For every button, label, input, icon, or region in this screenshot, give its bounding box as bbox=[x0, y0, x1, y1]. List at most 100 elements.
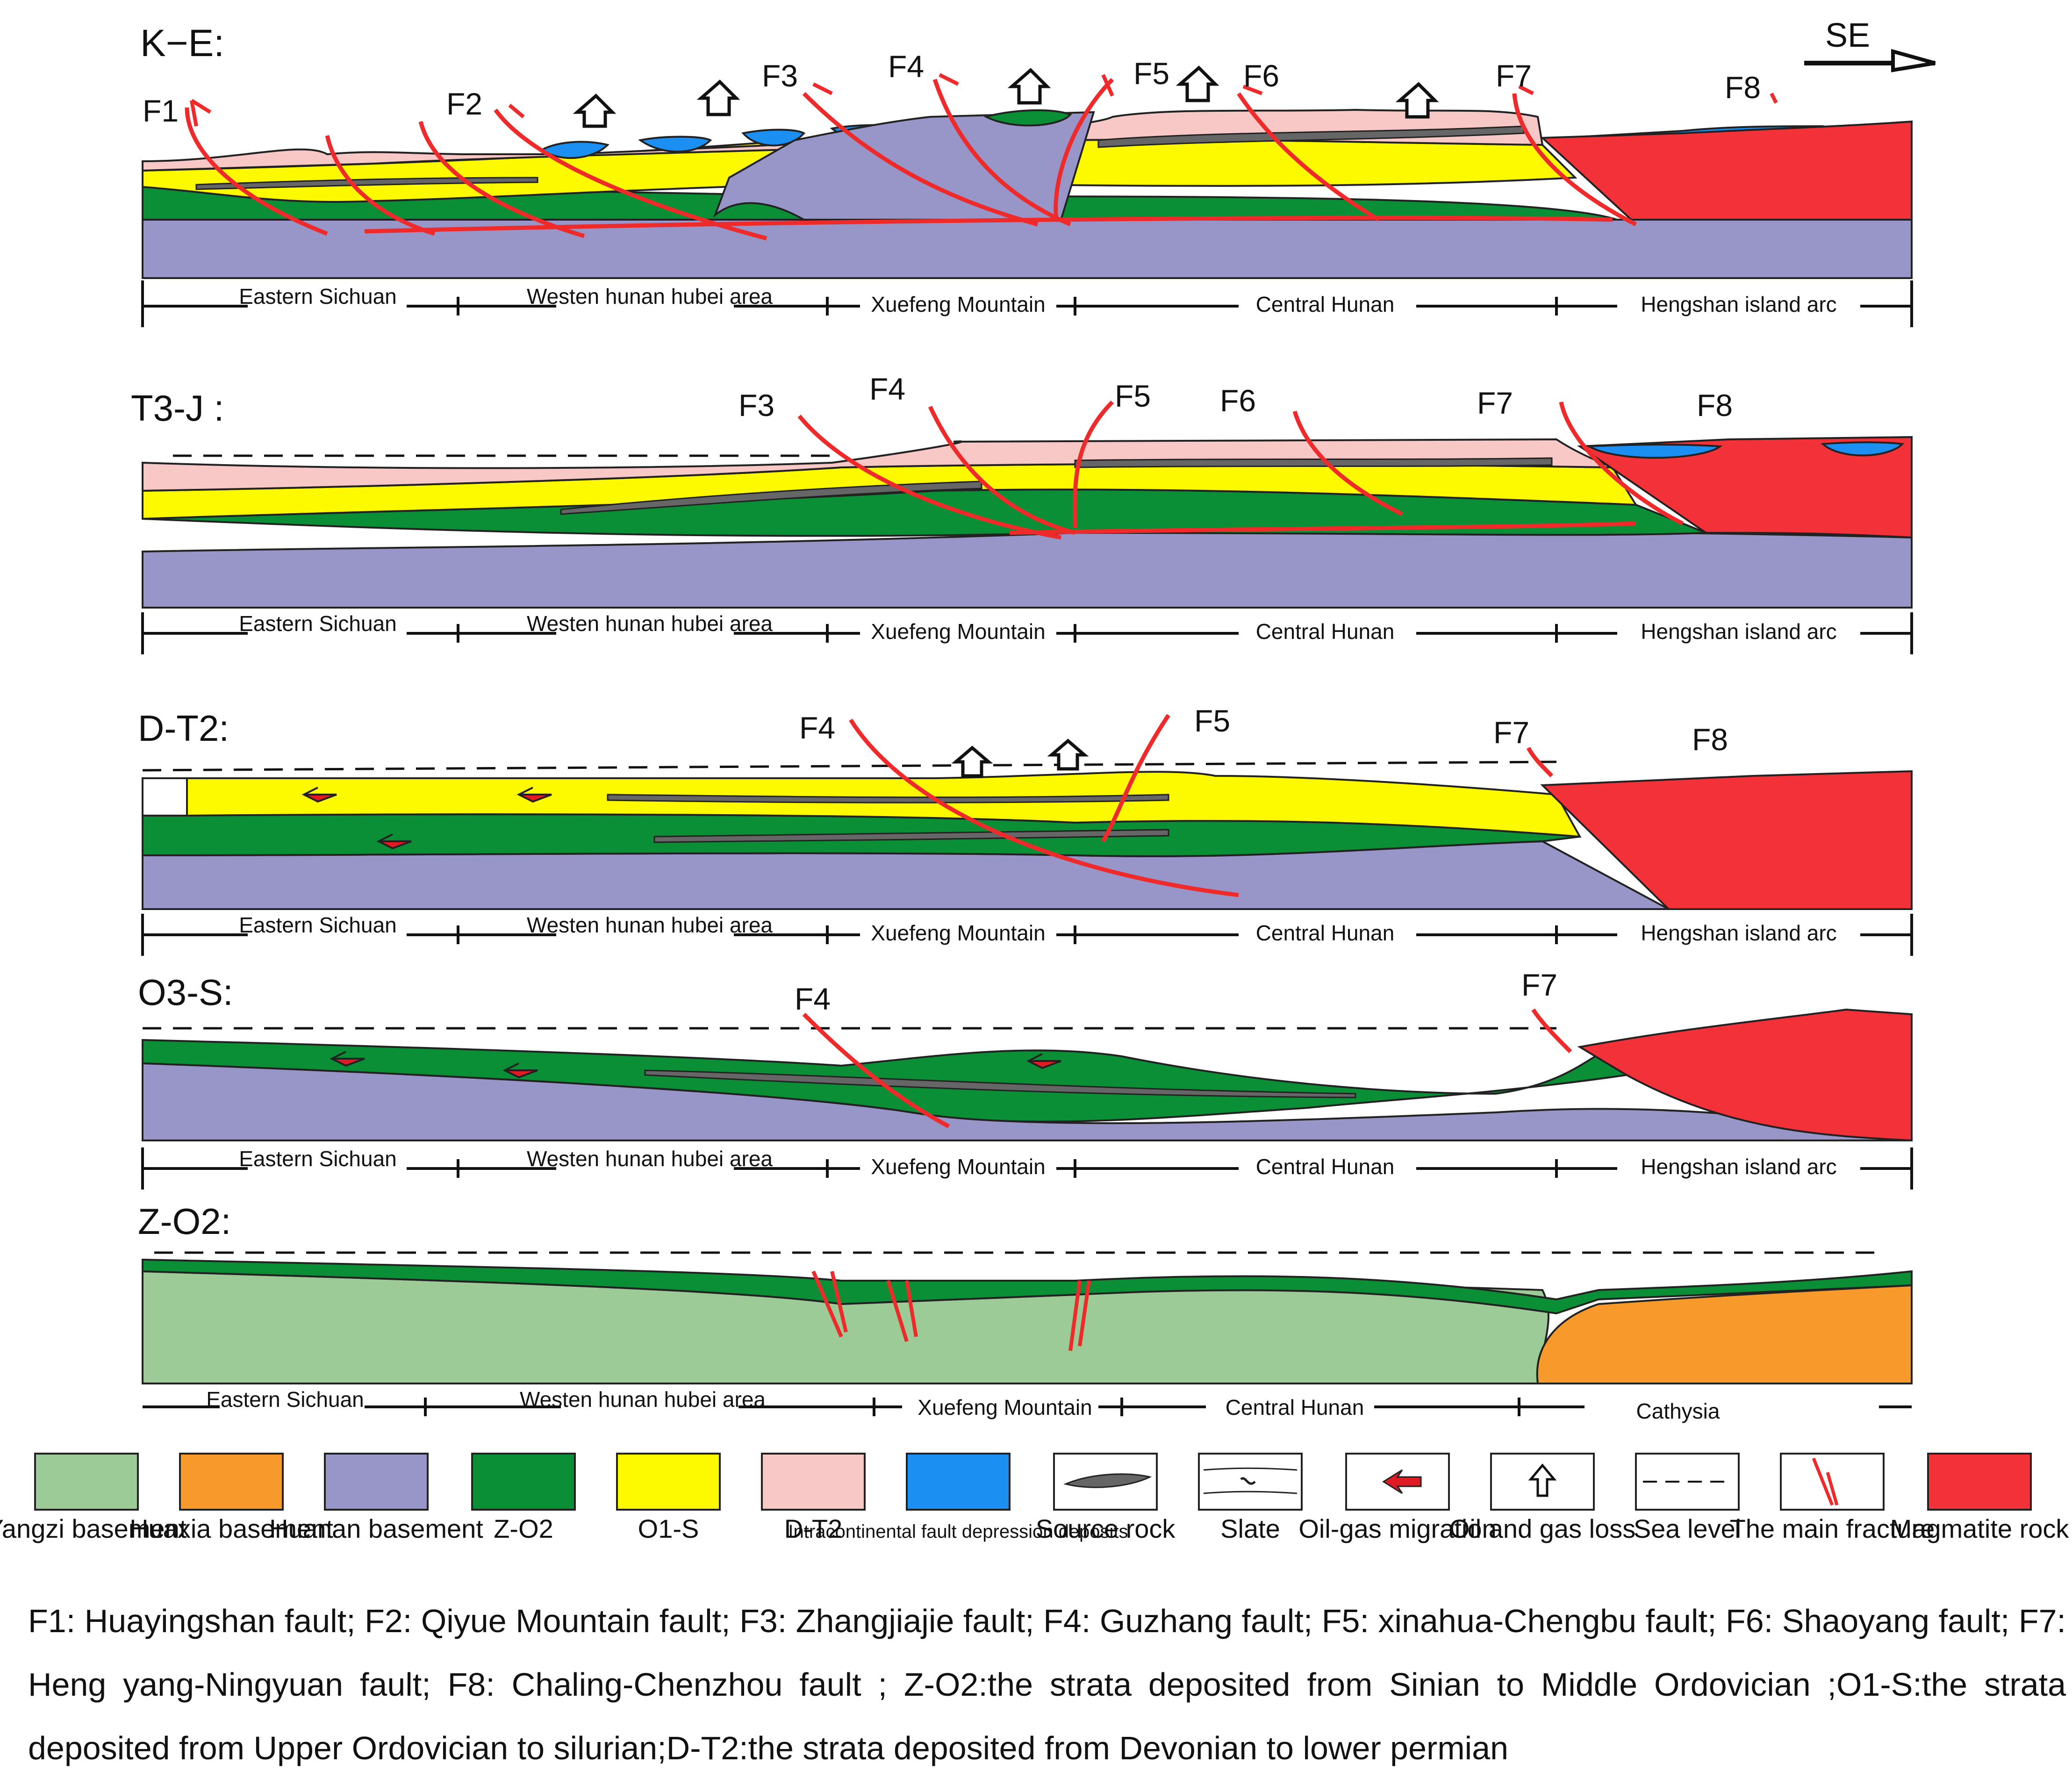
legend-label-yangzi: Yangzi basement bbox=[0, 1514, 187, 1543]
direction-arrow: SE bbox=[1804, 17, 1936, 72]
region-hengshan: Hengshan island arc bbox=[1641, 292, 1836, 316]
faults-ke bbox=[185, 78, 1637, 241]
legend-swatch-intra bbox=[906, 1453, 1011, 1511]
panel-o3s: O3-S: F4 F7 bbox=[138, 968, 1913, 1199]
region-westen-hunan: Westen hunan hubei area bbox=[527, 913, 773, 937]
region-xuefeng: Xuefeng Mountain bbox=[871, 1154, 1045, 1179]
region-scale-ke: Eastern Sichuan Westen hunan hubei area … bbox=[141, 280, 1913, 337]
faults-t3j bbox=[797, 400, 1684, 540]
caption-f3-text: : Zhangjiajie fault; bbox=[777, 1603, 1034, 1639]
fault-label-f4: F4 bbox=[888, 49, 924, 84]
magmatite-rock bbox=[1577, 436, 1913, 539]
fault-label-f3: F3 bbox=[738, 388, 774, 423]
legend-label-magma: Magmatite rock bbox=[1890, 1514, 2070, 1543]
region-hengshan: Hengshan island arc bbox=[1641, 1154, 1836, 1179]
legend-label-source: Source rock bbox=[1036, 1514, 1176, 1543]
legend-label-dt2: D-T2 bbox=[784, 1514, 842, 1543]
caption-f2-text: : Qiyue Mountain fault; bbox=[402, 1603, 731, 1639]
legend-label-slate: Slate bbox=[1220, 1514, 1280, 1543]
caption-f6-text: : Shaoyang fault; bbox=[1764, 1603, 2010, 1639]
region-scale-t3j: Eastern Sichuan Westen hunan hubei area … bbox=[141, 611, 1913, 664]
fault-label-f1: F1 bbox=[143, 93, 179, 128]
region-scale-zo2: Eastern Sichuan Westen hunan hubei area … bbox=[143, 1387, 1912, 1442]
fault-labels-ke: F1 F2 F3 F4 F5 F6 F7 F8 bbox=[143, 49, 1761, 128]
oil-gas-migration-o3s bbox=[330, 1051, 1061, 1079]
o1s-layer bbox=[186, 771, 1582, 838]
fault-label-f8: F8 bbox=[1692, 722, 1728, 757]
caption-f7-abbr: F7 bbox=[2018, 1603, 2057, 1639]
region-xuefeng: Xuefeng Mountain bbox=[918, 1395, 1092, 1419]
region-xuefeng: Xuefeng Mountain bbox=[871, 292, 1045, 316]
caption-f5-text: : xinahua-Chengbu fault; bbox=[1360, 1603, 1717, 1639]
fault-label-f5: F5 bbox=[1194, 703, 1230, 738]
region-central-hunan: Central Hunan bbox=[1226, 1395, 1364, 1419]
region-central-hunan: Central Hunan bbox=[1256, 1154, 1395, 1179]
legend-swatch-huanan bbox=[324, 1453, 429, 1511]
legend-label-fracture: The main fracture bbox=[1730, 1514, 1935, 1543]
caption-f6-abbr: F6 bbox=[1726, 1603, 1764, 1639]
region-cathysia: Cathysia bbox=[1636, 1399, 1720, 1423]
faults-o3s bbox=[802, 1008, 1572, 1128]
region-westen-hunan: Westen hunan hubei area bbox=[520, 1387, 766, 1412]
legend-swatch-huaxia bbox=[179, 1453, 284, 1511]
caption-f4-abbr: F4 bbox=[1043, 1603, 1082, 1639]
region-central-hunan: Central Hunan bbox=[1256, 921, 1395, 945]
caption-f7-text: : Heng yang-Ningyuan fault; bbox=[28, 1603, 2066, 1703]
fault-label-f7: F7 bbox=[1521, 968, 1557, 1002]
fault-markers-ke bbox=[190, 73, 1778, 127]
fault-label-f7: F7 bbox=[1496, 58, 1532, 93]
region-xuefeng: Xuefeng Mountain bbox=[871, 619, 1045, 644]
caption-f1-abbr: F1 bbox=[28, 1603, 66, 1639]
huaxia-basement bbox=[1536, 1284, 1913, 1384]
region-scale-o3s: Eastern Sichuan Westen hunan hubei area … bbox=[141, 1147, 1913, 1199]
fault-label-f8: F8 bbox=[1725, 70, 1761, 105]
magmatite-rock bbox=[1540, 120, 1913, 221]
fault-label-f6: F6 bbox=[1220, 383, 1256, 418]
legend-swatch-dt2 bbox=[761, 1453, 866, 1511]
caption-f5-abbr: F5 bbox=[1321, 1603, 1360, 1639]
fault-label-f4: F4 bbox=[795, 982, 831, 1016]
direction-label: SE bbox=[1825, 17, 1870, 54]
caption-f4-text: : Guzhang fault; bbox=[1081, 1603, 1313, 1639]
legend-label-loss: Oil and gas loss bbox=[1449, 1514, 1635, 1543]
legend-swatch-magma bbox=[1927, 1453, 2032, 1511]
legend-label-huaxia: Huaxia basement bbox=[129, 1514, 333, 1543]
region-westen-hunan: Westen hunan hubei area bbox=[527, 284, 773, 308]
legend: Yangzi basement Huaxia basement Huanan b… bbox=[0, 1453, 2070, 1543]
legend-swatch-fracture bbox=[1780, 1453, 1885, 1511]
panel-label-dt2: D-T2: bbox=[138, 708, 229, 749]
oil-gas-migration-dt2 bbox=[301, 787, 552, 850]
legend-label-migration: Oil-gas migration bbox=[1298, 1514, 1496, 1543]
fault-label-f2: F2 bbox=[446, 86, 482, 121]
fault-label-f4: F4 bbox=[799, 710, 835, 745]
fault-caption: F1: Huayingshan fault; F2: Qiyue Mountai… bbox=[28, 1589, 2066, 1780]
caption-f2-abbr: F2 bbox=[365, 1603, 403, 1639]
panel-label-zo2: Z-O2: bbox=[138, 1201, 231, 1242]
legend-label-sealevel: Sea level bbox=[1634, 1514, 1741, 1543]
region-central-hunan: Central Hunan bbox=[1256, 292, 1395, 316]
fault-labels-dt2: F4 F5 F7 F8 bbox=[799, 703, 1728, 757]
region-xuefeng: Xuefeng Mountain bbox=[871, 921, 1045, 945]
caption-f1-text: : Huayingshan fault; bbox=[66, 1603, 356, 1639]
fault-labels-t3j: F3 F4 F5 F6 F7 F8 bbox=[738, 372, 1733, 423]
caption-strata-text: Z-O2:the strata deposited from Sinian to… bbox=[28, 1666, 2066, 1766]
region-central-hunan: Central Hunan bbox=[1256, 619, 1395, 644]
legend-swatch-zo2 bbox=[471, 1453, 576, 1511]
legend-label-zo2: Z-O2 bbox=[494, 1514, 553, 1543]
fault-label-f3: F3 bbox=[762, 58, 798, 93]
panel-ke: K−E: SE bbox=[140, 17, 1936, 337]
fault-labels-o3s: F4 F7 bbox=[795, 968, 1557, 1016]
faults-zo2 bbox=[811, 1270, 1091, 1351]
fault-label-f8: F8 bbox=[1697, 388, 1733, 423]
panel-dt2: D-T2: F4 F5 F7 F8 bbox=[138, 703, 1913, 965]
legend-swatch-yangzi bbox=[34, 1453, 139, 1511]
legend-label-intra: Intracontinental fault depression deposi… bbox=[788, 1521, 1128, 1542]
legend-label-o1s: O1-S bbox=[638, 1514, 699, 1543]
legend-swatch-o1s bbox=[616, 1453, 721, 1511]
fault-label-f7: F7 bbox=[1493, 715, 1529, 750]
fault-label-f5: F5 bbox=[1115, 379, 1151, 413]
caption-f8-abbr: F8 bbox=[447, 1666, 486, 1703]
region-eastern-sichuan: Eastern Sichuan bbox=[239, 1147, 397, 1171]
region-eastern-sichuan: Eastern Sichuan bbox=[239, 913, 397, 937]
